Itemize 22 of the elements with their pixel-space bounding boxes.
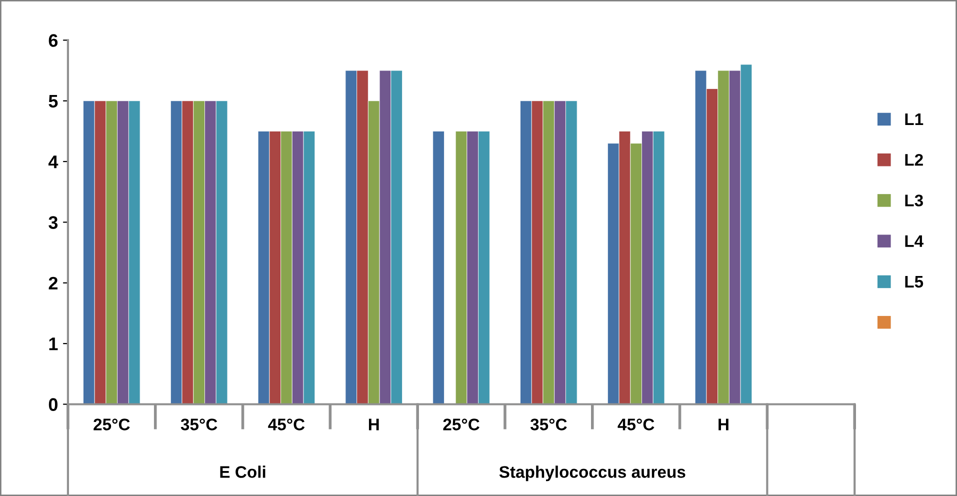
legend-label: L4 (905, 235, 924, 247)
legend-label: L2 (905, 154, 923, 166)
legend-label: L1 (905, 114, 924, 125)
y-tick-label: 5 (48, 94, 58, 108)
y-tick-label: 2 (48, 276, 58, 290)
x-tick-label: 35°C (530, 418, 567, 430)
x-tick-label: 35°C (180, 418, 218, 430)
x-tick-label: H (718, 418, 728, 430)
x-tick-label: 25°C (443, 418, 480, 430)
y-tick-label: 0 (48, 398, 58, 411)
y-tick-label: 3 (48, 216, 58, 229)
text: Staphylococcus aureus (499, 466, 686, 482)
y-tick-label: 4 (48, 156, 58, 168)
legend-label: L5 (905, 276, 924, 288)
text: E Coli (220, 466, 266, 478)
x-tick-label: 25°C (94, 418, 130, 430)
y-tick-label: 6 (48, 34, 58, 47)
x-tick-label: 45°C (268, 418, 305, 430)
y-tick-label: 1 (49, 338, 58, 350)
x-tick-label: 45°C (618, 418, 654, 430)
x-tick-label: H (368, 418, 379, 430)
legend-label: L3 (905, 194, 923, 206)
